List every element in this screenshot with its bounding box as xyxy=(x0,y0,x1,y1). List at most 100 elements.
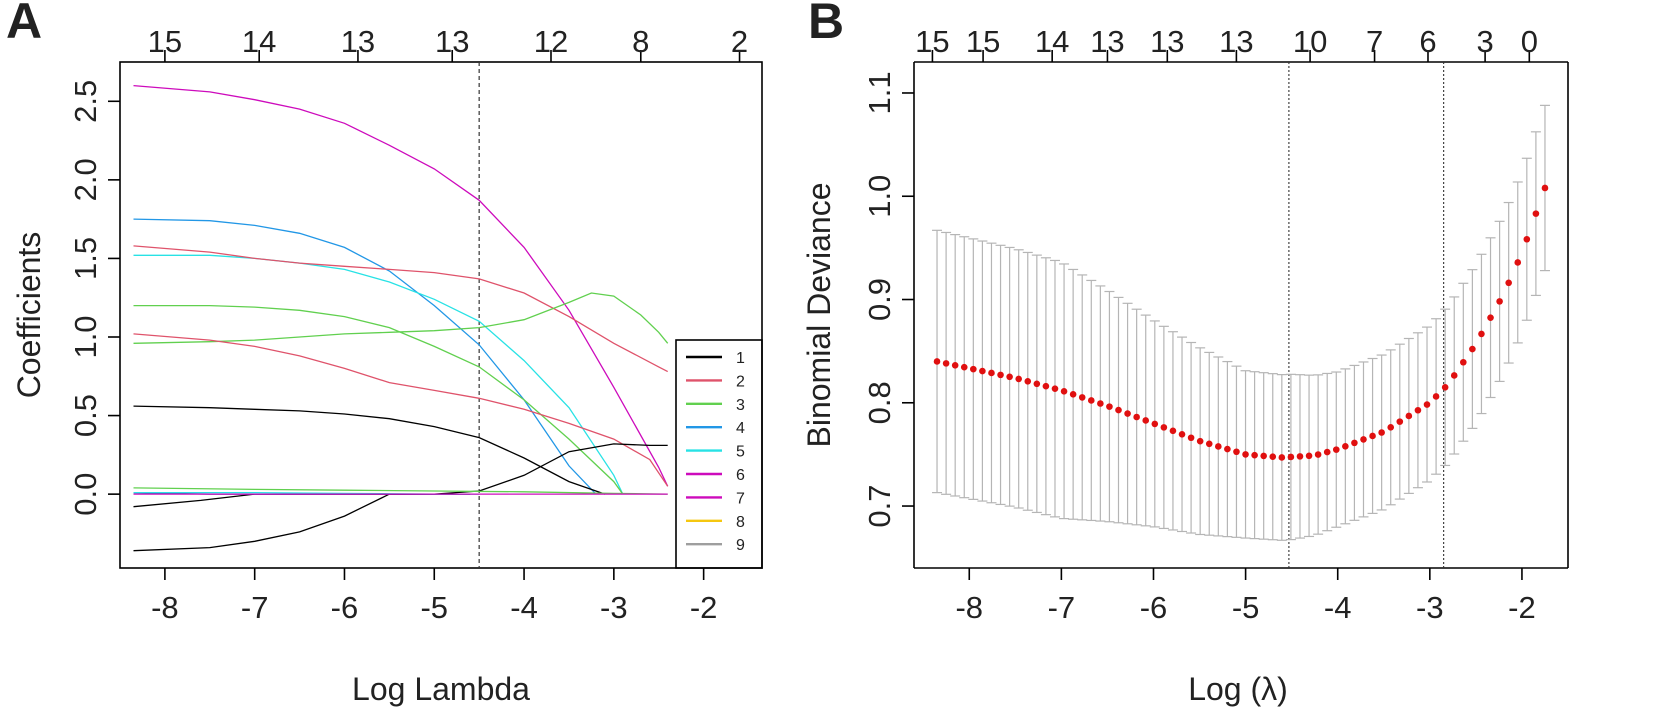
mean-deviance-point xyxy=(1314,451,1322,458)
mean-deviance-point xyxy=(997,371,1004,379)
mean-deviance-point xyxy=(1097,400,1104,407)
panel-a-series-group xyxy=(133,84,669,552)
mean-deviance-point xyxy=(1541,184,1549,192)
y-tick-label: 1.1 xyxy=(862,71,897,114)
panel-label-b: B xyxy=(808,0,844,49)
panel-b-error-bars xyxy=(932,104,1550,541)
panel-label-a: A xyxy=(6,0,42,49)
x-tick-label: -7 xyxy=(241,590,269,625)
mean-deviance-point xyxy=(1441,384,1449,391)
mean-deviance-point xyxy=(1387,424,1395,431)
mean-deviance-point xyxy=(1523,235,1531,243)
mean-deviance-point xyxy=(1496,298,1503,305)
mean-deviance-point xyxy=(1251,451,1258,459)
mean-deviance-point xyxy=(1260,452,1267,460)
mean-deviance-point xyxy=(988,369,995,377)
mean-deviance-point xyxy=(933,358,941,365)
mean-deviance-point xyxy=(1278,454,1286,461)
top-axis-variable-count: 14 xyxy=(1035,24,1069,59)
mean-deviance-point xyxy=(1205,440,1213,448)
mean-deviance-point xyxy=(1532,210,1540,217)
mean-deviance-point xyxy=(1224,445,1231,453)
mean-deviance-point xyxy=(979,367,986,375)
top-axis-variable-count: 10 xyxy=(1293,24,1327,59)
coefficient-path-green-near-zero xyxy=(133,487,668,495)
y-tick-label: 0.9 xyxy=(862,278,897,321)
legend-label-9: 9 xyxy=(736,537,745,554)
panel-b-x-axis-title: Log (λ) xyxy=(1188,671,1288,707)
top-axis-variable-count: 3 xyxy=(1476,24,1493,59)
mean-deviance-point xyxy=(1106,403,1113,410)
mean-deviance-point xyxy=(1196,437,1204,445)
top-axis-variable-count: 7 xyxy=(1366,24,1383,59)
x-tick-label: -2 xyxy=(690,590,718,625)
coefficient-path-black-rising xyxy=(133,443,668,552)
x-tick-label: -3 xyxy=(600,590,628,625)
top-axis-variable-count: 0 xyxy=(1521,24,1538,59)
x-tick-label: -8 xyxy=(955,590,983,625)
legend-box xyxy=(675,339,763,569)
x-tick-label: -4 xyxy=(510,590,538,625)
mean-deviance-point xyxy=(1015,375,1022,383)
mean-deviance-point xyxy=(1078,394,1086,401)
top-axis-variable-count: 15 xyxy=(966,24,1000,59)
mean-deviance-point xyxy=(1060,387,1068,395)
legend-label-3: 3 xyxy=(736,397,745,414)
legend-label-4: 4 xyxy=(736,420,745,437)
y-tick-label: 1.5 xyxy=(68,237,103,280)
top-axis-variable-count: 2 xyxy=(731,24,748,59)
mean-deviance-point xyxy=(1233,448,1240,456)
top-axis-variable-count: 13 xyxy=(1150,24,1184,59)
legend-label-1: 1 xyxy=(736,350,745,367)
x-tick-label: -5 xyxy=(420,590,448,625)
top-axis-variable-count: 15 xyxy=(915,24,949,59)
x-tick-label: -8 xyxy=(151,590,179,625)
legend-label-2: 2 xyxy=(736,373,745,390)
mean-deviance-point xyxy=(1115,406,1122,414)
mean-deviance-point xyxy=(1242,451,1249,458)
mean-deviance-point xyxy=(1287,453,1295,461)
coefficient-path-magenta-top xyxy=(133,84,669,487)
panel-a-legend: 1 2 3 4 5 6 7 8 9 xyxy=(675,339,763,569)
x-tick-label: -4 xyxy=(1324,590,1352,625)
top-axis-variable-count: 15 xyxy=(148,24,182,59)
mean-deviance-point xyxy=(1151,420,1159,428)
panel-b-cross-validation: -8 -7 -6 -5 -4 -3 -2 0.7 0.8 0.9 1.0 1.1 15 15 14 13 13 1… xyxy=(801,24,1569,707)
coefficient-path-green-descending xyxy=(133,304,624,495)
coefficient-path-cyan xyxy=(133,254,624,495)
panel-a-y-axis-title: Coefficients xyxy=(11,232,47,399)
top-axis-variable-count: 8 xyxy=(632,24,649,59)
mean-deviance-point xyxy=(1051,385,1059,392)
mean-deviance-point xyxy=(1414,406,1422,414)
coefficient-path-black-upper xyxy=(133,405,606,495)
top-axis-variable-count: 6 xyxy=(1419,24,1436,59)
mean-deviance-point xyxy=(1514,259,1522,266)
mean-deviance-point xyxy=(970,365,977,373)
mean-deviance-point xyxy=(1423,401,1431,408)
panel-b-y-axis-title: Binomial Deviance xyxy=(801,182,837,447)
mean-deviance-point xyxy=(1160,424,1168,431)
coefficient-path-blue-high xyxy=(133,218,597,495)
mean-deviance-point xyxy=(1450,372,1458,379)
y-tick-label: 0.0 xyxy=(68,473,103,516)
mean-deviance-point xyxy=(1024,378,1032,385)
y-tick-label: 1.0 xyxy=(862,175,897,218)
mean-deviance-point xyxy=(1460,358,1467,366)
legend-label-8: 8 xyxy=(736,514,745,531)
x-tick-label: -3 xyxy=(1416,590,1444,625)
mean-deviance-point xyxy=(1033,380,1041,388)
mean-deviance-point xyxy=(1133,413,1140,421)
mean-deviance-point xyxy=(1332,446,1340,453)
mean-deviance-point xyxy=(1215,443,1222,450)
mean-deviance-point xyxy=(1478,330,1485,338)
mean-deviance-point xyxy=(1378,429,1385,436)
top-axis-variable-count: 14 xyxy=(242,24,276,59)
x-tick-label: -6 xyxy=(331,590,359,625)
mean-deviance-point xyxy=(1042,382,1050,390)
top-axis-variable-count: 13 xyxy=(341,24,375,59)
legend-label-5: 5 xyxy=(736,444,745,461)
mean-deviance-point xyxy=(1487,314,1494,321)
mean-deviance-point xyxy=(1124,410,1131,417)
panel-b-mean-points xyxy=(933,184,1549,461)
mean-deviance-point xyxy=(1369,432,1376,440)
